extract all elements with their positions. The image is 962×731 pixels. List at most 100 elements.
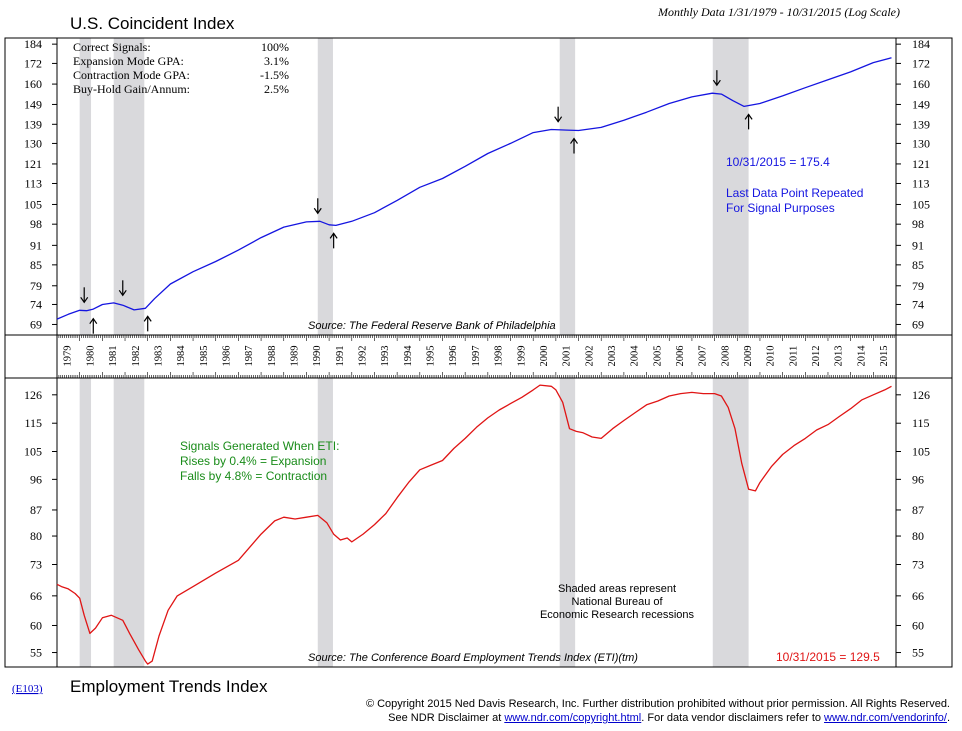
y-tick-label-left: 184 <box>24 37 42 51</box>
y-tick-label-left: 121 <box>24 157 42 171</box>
year-label: 1989 <box>290 346 301 367</box>
year-label: 1998 <box>494 345 505 366</box>
y-tick-label-right: 115 <box>912 416 930 430</box>
recession-shading <box>79 38 749 667</box>
repeat-note-line-1: Last Data Point Repeated <box>726 186 863 200</box>
recession-band <box>113 38 145 335</box>
stat-label-correct-signals: Correct Signals: <box>73 40 151 54</box>
year-label: 1980 <box>85 346 96 367</box>
y-tick-label-left: 79 <box>30 279 42 293</box>
year-label: 1984 <box>176 345 187 367</box>
copyright-line: © Copyright 2015 Ned Davis Research, Inc… <box>366 698 950 710</box>
year-label: 1991 <box>335 346 346 367</box>
y-tick-label-right: 87 <box>912 503 924 517</box>
y-tick-label-left: 149 <box>24 97 42 111</box>
y-tick-label-right: 60 <box>912 618 924 632</box>
y-tick-label-right: 139 <box>912 117 930 131</box>
sell-signal-arrow <box>712 70 721 87</box>
year-label: 2013 <box>834 346 845 367</box>
y-tick-label-left: 69 <box>30 317 42 331</box>
y-tick-label-right: 55 <box>912 646 924 660</box>
year-label: 2015 <box>879 346 890 367</box>
repeat-note-line-2: For Signal Purposes <box>726 201 835 215</box>
year-label: 1993 <box>380 346 391 367</box>
year-label: 2011 <box>788 346 799 367</box>
y-tick-label-left: 66 <box>30 589 42 603</box>
y-tick-label-right: 69 <box>912 317 924 331</box>
chart-code-link[interactable]: (E103) <box>12 683 43 695</box>
year-axis: 1979 1980 1981 1982 1983 1984 1985 1986 1987 1988… <box>56 335 897 378</box>
year-label: 2005 <box>652 346 663 367</box>
buy-signal-arrow <box>744 113 753 130</box>
buy-signal-arrow <box>89 317 98 334</box>
copyright-link[interactable]: www.ndr.com/copyright.html <box>504 712 642 724</box>
eti-y-ticks: 55 55 60 60 66 66 73 73 80 80 87 87 96 96 105 105 115 115… <box>24 388 930 660</box>
recession-band <box>317 38 333 335</box>
eti-title: Employment Trends Index <box>70 677 268 696</box>
year-label: 2008 <box>720 346 731 367</box>
recession-band <box>317 378 333 667</box>
y-tick-label-left: 126 <box>24 388 42 402</box>
y-tick-label-left: 113 <box>24 176 42 190</box>
last-value-annotation: 10/31/2015 = 175.4 <box>726 155 830 169</box>
y-tick-label-right: 130 <box>912 136 930 150</box>
y-tick-label-right: 172 <box>912 56 930 70</box>
stat-label-contraction-gpa: Contraction Mode GPA: <box>73 68 190 82</box>
shading-note-3: Economic Research recessions <box>540 609 695 621</box>
stat-label-expansion-gpa: Expansion Mode GPA: <box>73 54 184 68</box>
chart-subtitle: Monthly Data 1/31/1979 - 10/31/2015 (Log… <box>657 5 900 19</box>
y-tick-label-left: 60 <box>30 618 42 632</box>
y-tick-label-right: 66 <box>912 589 924 603</box>
y-tick-label-left: 85 <box>30 258 42 272</box>
vendor-link[interactable]: www.ndr.com/vendorinfo/ <box>824 712 947 724</box>
y-tick-label-left: 130 <box>24 136 42 150</box>
recession-band <box>559 38 576 335</box>
y-tick-label-right: 105 <box>912 444 930 458</box>
coincident-index-line <box>56 57 892 320</box>
disclaimer-mid: . For data vendor disclaimers refer to <box>641 712 825 724</box>
y-tick-label-left: 80 <box>30 529 42 543</box>
recession-band <box>79 38 92 335</box>
y-tick-label-left: 105 <box>24 444 42 458</box>
stat-value-contraction-gpa: -1.5% <box>260 68 289 82</box>
recession-band <box>113 378 145 667</box>
year-label: 1988 <box>267 346 278 367</box>
chart-canvas: 69 69 74 74 79 79 85 85 91 91 98 98 105 105 113 113 121 1… <box>4 5 953 696</box>
y-tick-label-right: 113 <box>912 176 930 190</box>
y-tick-label-right: 96 <box>912 472 924 486</box>
coincident-source: Source: The Federal Reserve Bank of Phil… <box>308 320 556 332</box>
year-label: 1982 <box>131 346 142 367</box>
buy-signal-arrow <box>570 137 578 154</box>
stats-box: Correct Signals: 100% Expansion Mode GPA… <box>73 40 289 96</box>
buy-signal-arrow <box>143 315 152 332</box>
recession-band <box>559 378 576 667</box>
y-tick-label-right: 98 <box>912 217 924 231</box>
y-tick-label-right: 160 <box>912 77 930 91</box>
y-tick-label-left: 172 <box>24 56 42 70</box>
year-label: 2003 <box>607 346 618 367</box>
sell-signal-arrow <box>554 106 563 123</box>
year-label: 1992 <box>358 346 369 367</box>
year-label: 2010 <box>766 346 777 367</box>
year-label: 1983 <box>153 346 164 367</box>
y-tick-label-right: 184 <box>912 37 930 51</box>
coincident-panel <box>57 38 896 335</box>
year-label: 1995 <box>426 346 437 367</box>
year-label: 1981 <box>108 346 119 367</box>
y-tick-label-right: 85 <box>912 258 924 272</box>
eti-source: Source: The Conference Board Employment … <box>308 652 638 664</box>
y-tick-label-left: 91 <box>30 238 42 252</box>
disclaimer-prefix: See NDR Disclaimer at <box>388 712 505 724</box>
sell-signal-arrow <box>80 287 89 304</box>
stat-label-buy-hold: Buy-Hold Gain/Annum: <box>73 82 190 96</box>
sell-signal-arrow <box>313 198 322 215</box>
year-label: 2001 <box>562 346 573 367</box>
year-label: 1985 <box>199 346 210 367</box>
stat-value-correct-signals: 100% <box>261 40 289 54</box>
year-label: 1990 <box>312 346 323 367</box>
eti-signal-note-2: Rises by 0.4% = Expansion <box>180 454 326 468</box>
eti-signal-note-1: Signals Generated When ETI: <box>180 439 339 453</box>
year-label: 1979 <box>63 346 74 367</box>
coincident-title: U.S. Coincident Index <box>70 14 235 33</box>
shading-note-2: National Bureau of <box>571 596 663 608</box>
